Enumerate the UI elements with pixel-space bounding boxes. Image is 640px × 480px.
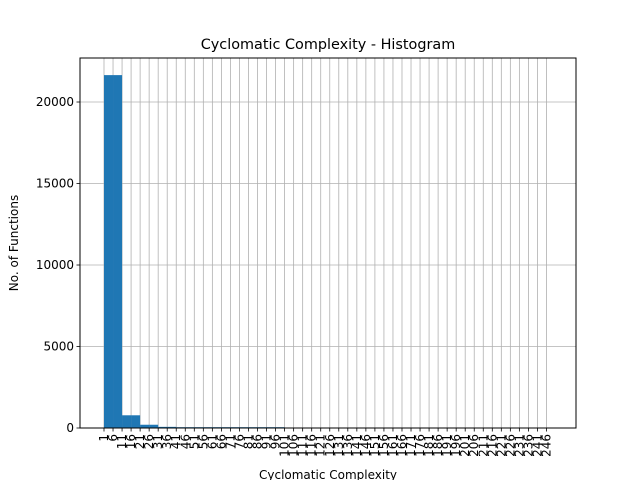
tick-layer: 0500010000150002000016111621263136414651… (36, 95, 554, 457)
x-tick-label: 196 (449, 434, 463, 457)
x-tick-label: 216 (485, 434, 499, 457)
x-tick-label: 131 (332, 434, 346, 457)
x-tick-label: 26 (142, 434, 156, 449)
x-tick-label: 91 (260, 434, 274, 449)
y-tick-label: 20000 (36, 95, 74, 109)
x-tick-label: 111 (296, 434, 310, 457)
x-tick-label: 166 (395, 434, 409, 457)
x-tick-label: 116 (305, 434, 319, 457)
x-tick-label: 36 (160, 434, 174, 449)
x-tick-label: 191 (440, 434, 454, 457)
x-tick-label: 126 (323, 434, 337, 457)
histogram-bar (113, 75, 123, 429)
x-tick-label: 86 (251, 434, 265, 449)
x-axis-label: Cyclomatic Complexity (259, 468, 397, 480)
x-tick-label: 16 (124, 434, 138, 449)
x-tick-label: 51 (187, 434, 201, 449)
x-tick-label: 81 (241, 434, 255, 449)
x-tick-label: 156 (377, 434, 391, 457)
x-tick-label: 136 (341, 434, 355, 457)
x-tick-label: 121 (314, 434, 328, 457)
x-tick-label: 46 (178, 434, 192, 449)
x-tick-label: 106 (287, 434, 301, 457)
x-tick-label: 241 (530, 434, 544, 457)
x-tick-label: 221 (494, 434, 508, 457)
histogram-bar (104, 75, 114, 429)
histogram-bar (131, 415, 141, 428)
x-tick-label: 6 (106, 434, 120, 442)
x-tick-label: 41 (169, 434, 183, 449)
x-tick-label: 61 (205, 434, 219, 449)
x-tick-label: 141 (350, 434, 364, 457)
x-tick-label: 161 (386, 434, 400, 457)
chart-title: Cyclomatic Complexity - Histogram (201, 37, 456, 53)
y-tick-label: 10000 (36, 258, 74, 272)
x-tick-label: 231 (512, 434, 526, 457)
y-axis-label: No. of Functions (7, 195, 21, 291)
x-tick-label: 71 (223, 434, 237, 449)
plot-frame (79, 57, 577, 429)
x-tick-label: 171 (404, 434, 418, 457)
histogram-bar (122, 415, 132, 428)
y-tick-label: 0 (66, 421, 74, 435)
y-tick-label: 15000 (36, 177, 74, 191)
x-tick-label: 146 (359, 434, 373, 457)
x-tick-label: 56 (196, 434, 210, 449)
x-tick-label: 96 (269, 434, 283, 449)
histogram-bar (149, 424, 159, 428)
x-tick-label: 31 (151, 434, 165, 449)
x-tick-label: 201 (458, 434, 472, 457)
x-tick-label: 186 (431, 434, 445, 457)
x-tick-label: 176 (413, 434, 427, 457)
x-tick-label: 66 (214, 434, 228, 449)
x-tick-label: 76 (232, 434, 246, 449)
x-tick-label: 236 (521, 434, 535, 457)
x-tick-label: 1 (97, 434, 111, 442)
x-tick-label: 211 (476, 434, 490, 457)
x-tick-label: 21 (133, 434, 147, 449)
histogram-bar (158, 426, 168, 428)
x-tick-label: 11 (115, 434, 129, 449)
x-tick-label: 151 (368, 434, 382, 457)
x-tick-label: 226 (503, 434, 517, 457)
x-tick-label: 246 (539, 434, 553, 457)
histogram-bar (140, 424, 150, 428)
histogram-bar (167, 426, 177, 428)
x-tick-label: 101 (278, 434, 292, 457)
x-tick-label: 206 (467, 434, 481, 457)
y-tick-label: 5000 (43, 340, 74, 354)
x-tick-label: 181 (422, 434, 436, 457)
